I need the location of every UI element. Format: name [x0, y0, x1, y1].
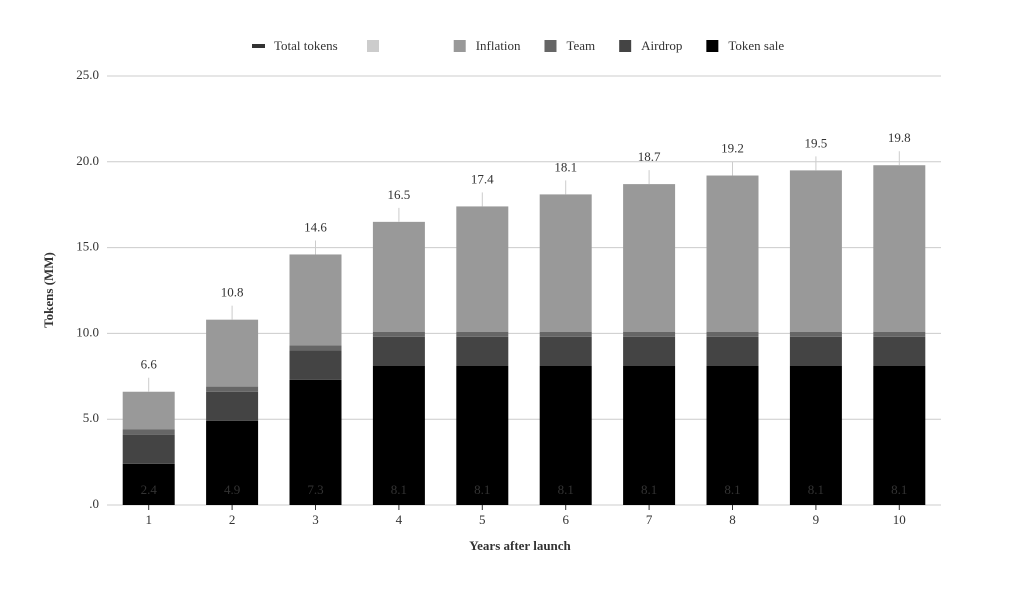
bar-segment: [206, 386, 259, 392]
bar-segment: [372, 221, 425, 332]
bar-label: 8.1: [724, 482, 740, 497]
bar-label: 4.9: [224, 482, 240, 497]
bar-segment: [206, 391, 259, 421]
total-label: 16.5: [388, 187, 411, 202]
x-tick-label: 3: [312, 512, 319, 527]
y-tick-label: 25.0: [76, 67, 99, 82]
legend-label: Token sale: [728, 38, 784, 53]
bar-segment: [456, 336, 509, 367]
legend-label: Airdrop: [641, 38, 682, 53]
bar-segment: [206, 420, 259, 505]
bar-segment: [873, 336, 926, 367]
bar-segment: [539, 366, 592, 505]
bar-segment: [539, 336, 592, 367]
bar-segment: [623, 184, 676, 332]
total-label: 19.5: [805, 135, 828, 150]
bar-segment: [706, 175, 759, 332]
bar-segment: [456, 331, 509, 337]
bar-segment: [706, 336, 759, 367]
bar-segment: [873, 165, 926, 332]
bar-segment: [623, 331, 676, 337]
legend-label: Total tokens: [274, 38, 338, 53]
legend-swatch: [367, 40, 379, 52]
bar-segment: [873, 366, 926, 505]
bar-segment: [456, 206, 509, 332]
total-label: 14.6: [304, 219, 327, 234]
bar-label: 8.1: [891, 482, 907, 497]
legend-swatch: [544, 40, 557, 52]
bar-segment: [122, 434, 175, 464]
bar-segment: [122, 463, 175, 505]
total-label: 19.8: [888, 130, 911, 145]
x-tick-label: 5: [479, 512, 486, 527]
x-tick-label: 2: [229, 512, 236, 527]
y-tick-label: .0: [89, 496, 99, 511]
bar-segment: [789, 336, 842, 367]
x-tick-label: 9: [813, 512, 820, 527]
bar-label: 2.4: [141, 482, 158, 497]
bar-segment: [789, 170, 842, 332]
bar-segment: [122, 391, 175, 430]
x-tick-label: 10: [893, 512, 906, 527]
bar-label: 8.1: [558, 482, 574, 497]
bar-segment: [289, 379, 342, 505]
bar-segment: [372, 336, 425, 367]
bar-segment: [706, 366, 759, 505]
legend-swatch: [706, 40, 719, 52]
x-tick-label: 8: [729, 512, 736, 527]
bar-segment: [289, 345, 342, 351]
bar-label: 8.1: [808, 482, 824, 497]
bar-label: 8.1: [474, 482, 490, 497]
total-label: 17.4: [471, 171, 494, 186]
bar-segment: [539, 331, 592, 337]
total-label: 6.6: [141, 357, 158, 372]
total-label: 10.8: [221, 285, 244, 300]
y-axis-title: Tokens (MM): [41, 252, 56, 328]
legend-swatch: [619, 40, 632, 52]
legend-marker: [252, 44, 265, 48]
x-tick-label: 1: [145, 512, 152, 527]
bar-segment: [623, 336, 676, 367]
bar-label: 8.1: [391, 482, 407, 497]
bar-segment: [372, 331, 425, 337]
bar-segment: [289, 350, 342, 380]
bar-segment: [789, 331, 842, 337]
bar-segment: [873, 331, 926, 337]
bar-segment: [623, 366, 676, 505]
total-label: 18.1: [554, 159, 577, 174]
bar-segment: [539, 194, 592, 332]
bar-segment: [122, 429, 175, 435]
y-tick-label: 15.0: [76, 239, 99, 254]
bar-label: 7.3: [307, 482, 323, 497]
bar-segment: [289, 254, 342, 346]
x-axis-title: Years after launch: [469, 538, 571, 553]
bar-segment: [789, 366, 842, 505]
y-tick-label: 20.0: [76, 153, 99, 168]
legend-label: Inflation: [476, 38, 521, 53]
legend-label: Team: [566, 38, 595, 53]
y-tick-label: 5.0: [83, 410, 99, 425]
total-label: 18.7: [638, 149, 661, 164]
legend-swatch: [453, 40, 466, 52]
bar-segment: [372, 366, 425, 505]
y-tick-label: 10.0: [76, 324, 99, 339]
bar-segment: [456, 366, 509, 505]
x-tick-label: 4: [396, 512, 403, 527]
x-tick-label: 7: [646, 512, 653, 527]
bar-segment: [706, 331, 759, 337]
bar-segment: [206, 319, 259, 387]
x-tick-label: 6: [562, 512, 569, 527]
total-label: 19.2: [721, 141, 744, 156]
bar-label: 8.1: [641, 482, 657, 497]
